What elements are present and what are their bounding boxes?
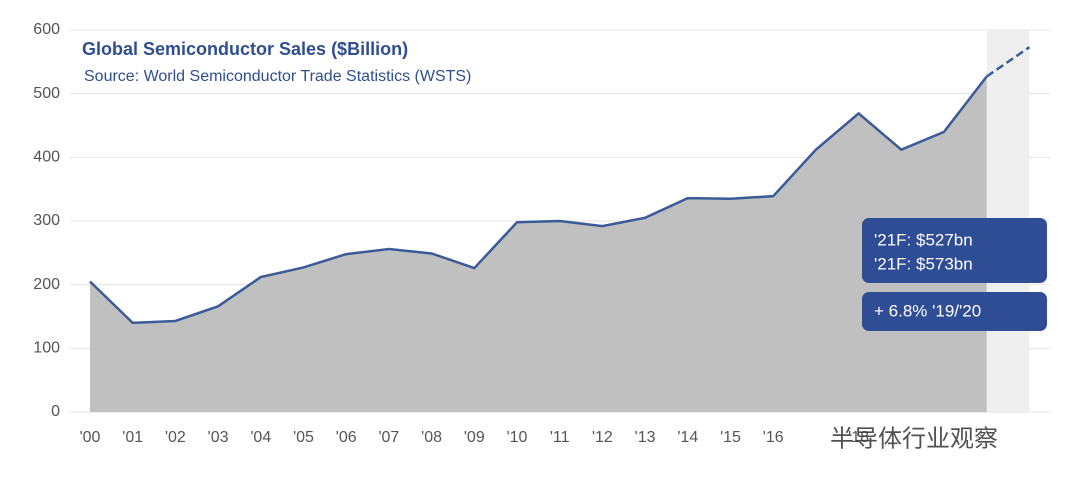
annotation-box: [862, 218, 1047, 283]
y-tick-label: 400: [33, 149, 60, 166]
annotation: '21F: $573bn: [874, 254, 973, 273]
y-tick-label: 600: [33, 21, 60, 38]
x-tick-label: '07: [378, 429, 399, 446]
x-tick-label: '12: [592, 429, 613, 446]
y-tick-label: 0: [51, 403, 60, 420]
watermark: 半导体行业观察: [830, 425, 998, 452]
x-tick-label: '03: [208, 429, 229, 446]
x-tick-label: '01: [122, 429, 143, 446]
chart-subtitle: Source: World Semiconductor Trade Statis…: [84, 68, 471, 85]
x-tick-label: '04: [250, 429, 271, 446]
x-tick-label: '18: [848, 429, 869, 446]
x-tick-label: '09: [464, 429, 485, 446]
x-tick-label: '08: [421, 429, 442, 446]
chart-title: Global Semiconductor Sales ($Billion): [82, 39, 408, 59]
annotation-box: [862, 292, 1047, 331]
x-tick-label: '11: [550, 429, 570, 446]
x-tick-label: '14: [677, 429, 698, 446]
y-tick-label: 200: [33, 276, 60, 293]
x-tick-label: '02: [165, 429, 186, 446]
annotation: + 6.8% '19/'20: [874, 301, 981, 320]
y-tick-label: 300: [33, 212, 60, 229]
forecast-line: [985, 46, 1031, 78]
annotation: '21F: $527bn: [874, 230, 973, 249]
x-tick-label: '05: [293, 429, 314, 446]
x-tick-label: '16: [763, 429, 784, 446]
x-tick-label: '06: [336, 429, 357, 446]
y-tick-label: 100: [33, 340, 60, 357]
x-tick-label: '13: [635, 429, 656, 446]
x-tick-label: '15: [720, 429, 741, 446]
line: [89, 75, 988, 325]
area: [90, 76, 987, 412]
plot: 0 100 200 300 400 500 600 '00 '01 '02 '03 '04 '05 '06…: [33, 21, 1050, 446]
x-tick-label: '00: [80, 429, 101, 446]
y-tick-label: 500: [33, 85, 60, 102]
x-tick-label: '10: [507, 429, 528, 446]
